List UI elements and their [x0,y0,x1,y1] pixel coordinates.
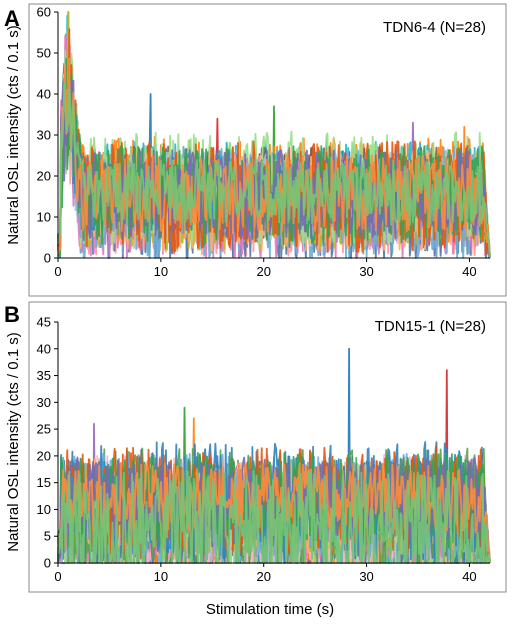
series-line [57,57,491,259]
x-tick-label: 20 [256,569,270,584]
x-tick-label: 30 [359,264,373,279]
y-tick-label: 20 [37,448,51,463]
y-tick-label: 10 [37,210,51,225]
x-tick-label: 10 [154,264,168,279]
series-line [57,80,491,259]
panel-b-plot: Natural OSL intensity (cts / 0.1 s) 0 5 10 1… [5,315,491,584]
panel-b-sample-label: TDN15-1 (N=28) [375,318,486,335]
panel-a-letter: A [4,6,20,31]
x-tick-label: 10 [154,569,168,584]
panel-b: B Natural OSL intensity (cts / 0.1 s) 0 5 1… [4,301,507,593]
y-tick-label: 40 [37,341,51,356]
panel-b-letter: B [4,302,20,327]
x-tick-label: 30 [359,569,373,584]
y-tick-label: 25 [37,422,51,437]
x-tick-label: 40 [462,569,476,584]
y-tick-label: 40 [37,87,51,102]
y-tick-label: 35 [37,368,51,383]
series-group [57,347,491,564]
y-tick-label: 30 [37,128,51,143]
x-tick-label: 20 [256,264,270,279]
y-tick-label: 0 [44,251,51,266]
y-tick-label: 20 [37,169,51,184]
panel-b-y-axis-label: Natural OSL intensity (cts / 0.1 s) [5,332,22,552]
y-tick-label: 50 [37,46,51,61]
y-tick-label: 60 [37,5,51,20]
panel-a: A Natural OSL intensity (cts / 0.1 s) 0 10… [4,3,507,297]
y-tick-label: 45 [37,315,51,330]
series-group [57,11,491,259]
panel-a-plot: Natural OSL intensity (cts / 0.1 s) 0 10 20… [5,5,491,279]
y-tick-label: 5 [44,529,51,544]
x-tick-label: 0 [54,569,61,584]
x-tick-label: 0 [54,264,61,279]
y-tick-label: 30 [37,395,51,410]
panel-a-y-axis-label: Natural OSL intensity (cts / 0.1 s) [5,25,22,245]
y-tick-label: 0 [44,556,51,571]
x-tick-label: 40 [462,264,476,279]
y-tick-label: 10 [37,502,51,517]
panel-a-sample-label: TDN6-4 (N=28) [383,19,486,36]
x-axis-label: Stimulation time (s) [206,601,334,618]
y-tick-label: 15 [37,475,51,490]
